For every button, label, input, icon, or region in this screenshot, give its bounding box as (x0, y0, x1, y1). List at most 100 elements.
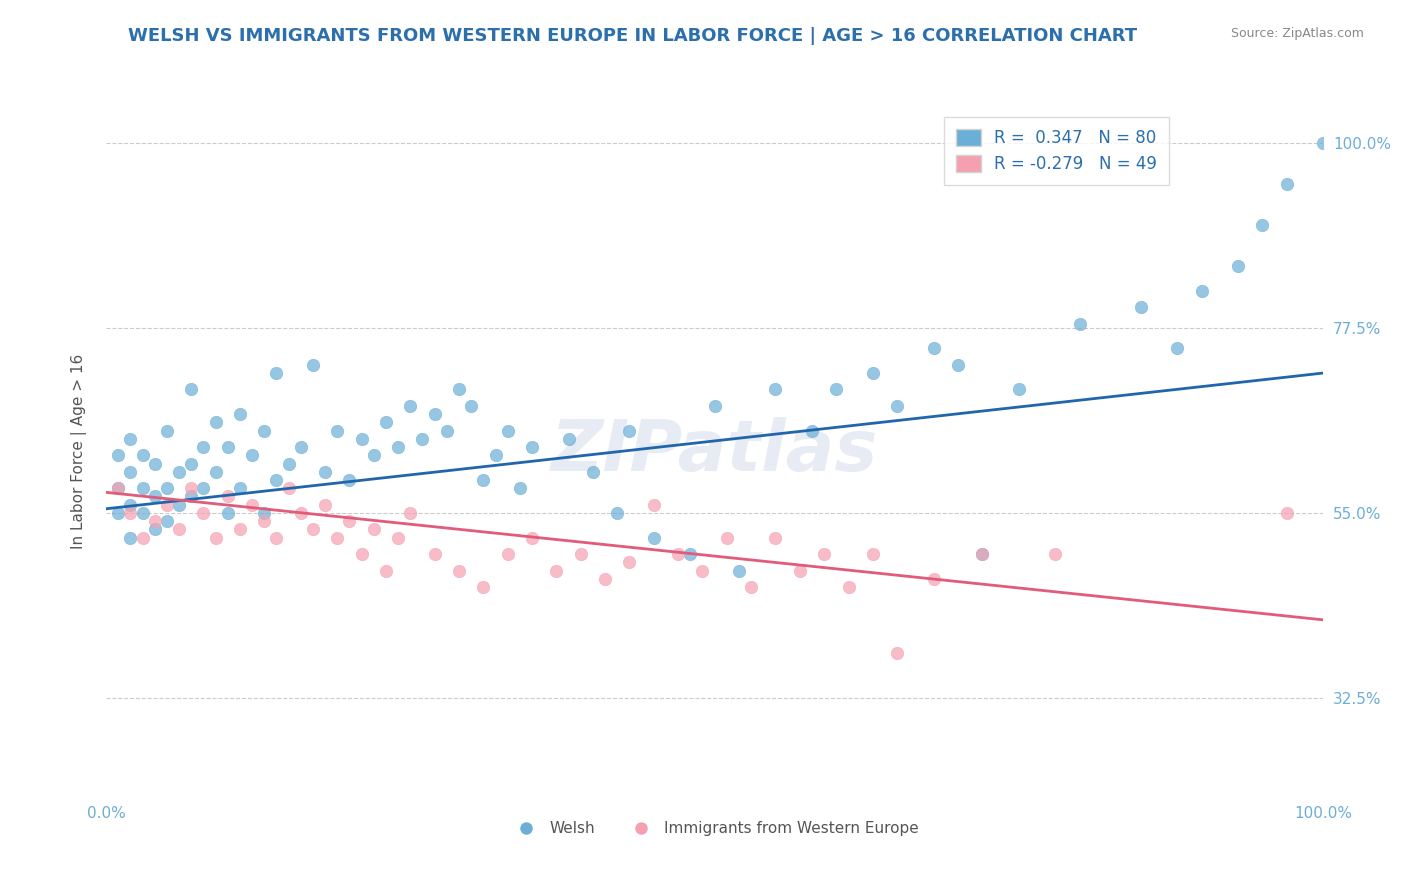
Point (765, 531, 787, 545)
Point (484, 448, 506, 462)
Point (679, 547, 702, 561)
Point (619, 555, 641, 569)
Point (387, 531, 409, 545)
Point (277, 457, 299, 471)
Point (193, 440, 215, 454)
Point (666, 547, 689, 561)
Point (1227, 259, 1250, 273)
Point (120, 531, 142, 545)
Point (217, 440, 239, 454)
Point (972, 547, 994, 561)
Point (546, 564, 568, 578)
Point (314, 498, 336, 512)
Point (120, 432, 142, 446)
Point (229, 407, 252, 421)
Point (1129, 300, 1152, 314)
Point (801, 424, 824, 438)
Point (143, 490, 166, 504)
Point (922, 342, 945, 356)
Point (862, 547, 884, 561)
Point (886, 646, 908, 660)
Point (399, 506, 422, 520)
Point (692, 564, 714, 578)
Point (326, 531, 349, 545)
Point (643, 531, 665, 545)
Point (339, 473, 361, 487)
Point (240, 448, 263, 462)
Point (728, 564, 751, 578)
Point (350, 432, 373, 446)
Point (363, 522, 385, 536)
Point (472, 580, 495, 594)
Point (569, 547, 592, 561)
Point (350, 547, 373, 561)
Point (1312, 136, 1334, 150)
Point (217, 506, 239, 520)
Point (520, 531, 543, 545)
Point (131, 506, 153, 520)
Point (411, 432, 433, 446)
Point (813, 547, 835, 561)
Point (180, 383, 202, 397)
Point (107, 506, 129, 520)
Point (326, 424, 349, 438)
Point (229, 481, 252, 495)
Point (838, 580, 860, 594)
Point (167, 498, 190, 512)
Point (156, 498, 179, 512)
Point (447, 383, 470, 397)
Point (520, 440, 543, 454)
Point (204, 465, 226, 479)
Point (229, 522, 252, 536)
Point (156, 424, 179, 438)
Point (131, 448, 153, 462)
Point (131, 531, 153, 545)
Point (765, 383, 787, 397)
Point (460, 399, 482, 413)
Point (886, 399, 908, 413)
Point (606, 506, 628, 520)
Point (447, 564, 470, 578)
Point (375, 564, 398, 578)
Point (107, 481, 129, 495)
Point (643, 498, 665, 512)
Point (740, 580, 762, 594)
Point (143, 522, 166, 536)
Point (862, 366, 884, 380)
Point (180, 490, 202, 504)
Point (946, 358, 969, 372)
Point (1251, 218, 1274, 232)
Point (922, 572, 945, 586)
Point (423, 407, 446, 421)
Point (277, 481, 299, 495)
Point (1275, 177, 1298, 191)
Point (375, 416, 398, 430)
Point (825, 383, 848, 397)
Point (582, 465, 605, 479)
Point (290, 506, 312, 520)
Point (1008, 383, 1031, 397)
Point (1069, 317, 1091, 331)
Point (266, 366, 288, 380)
Point (217, 490, 239, 504)
Point (253, 424, 276, 438)
Y-axis label: In Labor Force | Age > 16: In Labor Force | Age > 16 (72, 353, 87, 549)
Point (496, 547, 519, 561)
Point (302, 358, 325, 372)
Point (107, 448, 129, 462)
Point (204, 531, 226, 545)
Point (972, 547, 994, 561)
Point (131, 481, 153, 495)
Point (593, 572, 616, 586)
Point (496, 424, 519, 438)
Point (266, 531, 288, 545)
Point (716, 531, 738, 545)
Point (240, 498, 263, 512)
Point (314, 465, 336, 479)
Point (339, 514, 361, 528)
Point (399, 399, 422, 413)
Point (253, 514, 276, 528)
Point (180, 457, 202, 471)
Point (143, 514, 166, 528)
Point (472, 473, 495, 487)
